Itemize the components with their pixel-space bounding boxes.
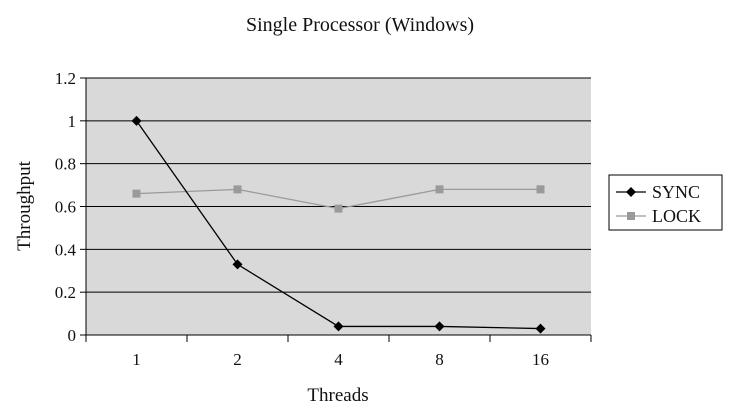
data-point-sync bbox=[131, 115, 142, 126]
x-tick-label: 8 bbox=[435, 350, 444, 369]
x-tick-label: 16 bbox=[532, 350, 549, 369]
legend: SYNC LOCK bbox=[608, 174, 723, 231]
y-tick-label: 0.8 bbox=[55, 155, 76, 174]
data-point-lock bbox=[536, 185, 545, 194]
legend-box bbox=[608, 174, 723, 231]
data-point-sync bbox=[333, 321, 344, 332]
legend-marker-lock bbox=[627, 212, 635, 220]
y-tick-label: 0.6 bbox=[55, 198, 76, 217]
chart-title: Single Processor (Windows) bbox=[246, 14, 474, 36]
x-axis-title: Threads bbox=[307, 385, 368, 406]
x-tick-labels: 1 2 4 8 16 bbox=[85, 335, 592, 369]
series-sync bbox=[131, 115, 546, 334]
y-tick-label: 0.2 bbox=[55, 283, 76, 302]
data-point-lock bbox=[334, 204, 343, 213]
y-tick-label: 1 bbox=[68, 112, 77, 131]
y-tick-label: 0 bbox=[68, 326, 77, 345]
legend-label-lock: LOCK bbox=[652, 206, 701, 226]
y-tick-label: 0.4 bbox=[55, 240, 77, 259]
series-lock bbox=[132, 185, 545, 213]
data-point-sync bbox=[434, 321, 445, 332]
data-point-sync bbox=[232, 259, 243, 270]
series-layer bbox=[131, 115, 546, 334]
data-point-lock bbox=[435, 185, 444, 194]
data-point-lock bbox=[233, 185, 242, 194]
y-tick-labels: 0 0.2 0.4 0.6 0.8 1 1.2 bbox=[55, 69, 86, 345]
x-tick-label: 4 bbox=[334, 350, 343, 369]
x-tick-label: 2 bbox=[233, 350, 242, 369]
y-tick-label: 1.2 bbox=[55, 69, 76, 88]
y-axis-title: Throughput bbox=[14, 160, 35, 250]
data-point-sync bbox=[535, 323, 546, 334]
x-tick-label: 1 bbox=[132, 350, 141, 369]
legend-marker-sync bbox=[626, 187, 636, 197]
data-point-lock bbox=[132, 189, 141, 198]
legend-label-sync: SYNC bbox=[652, 182, 700, 202]
